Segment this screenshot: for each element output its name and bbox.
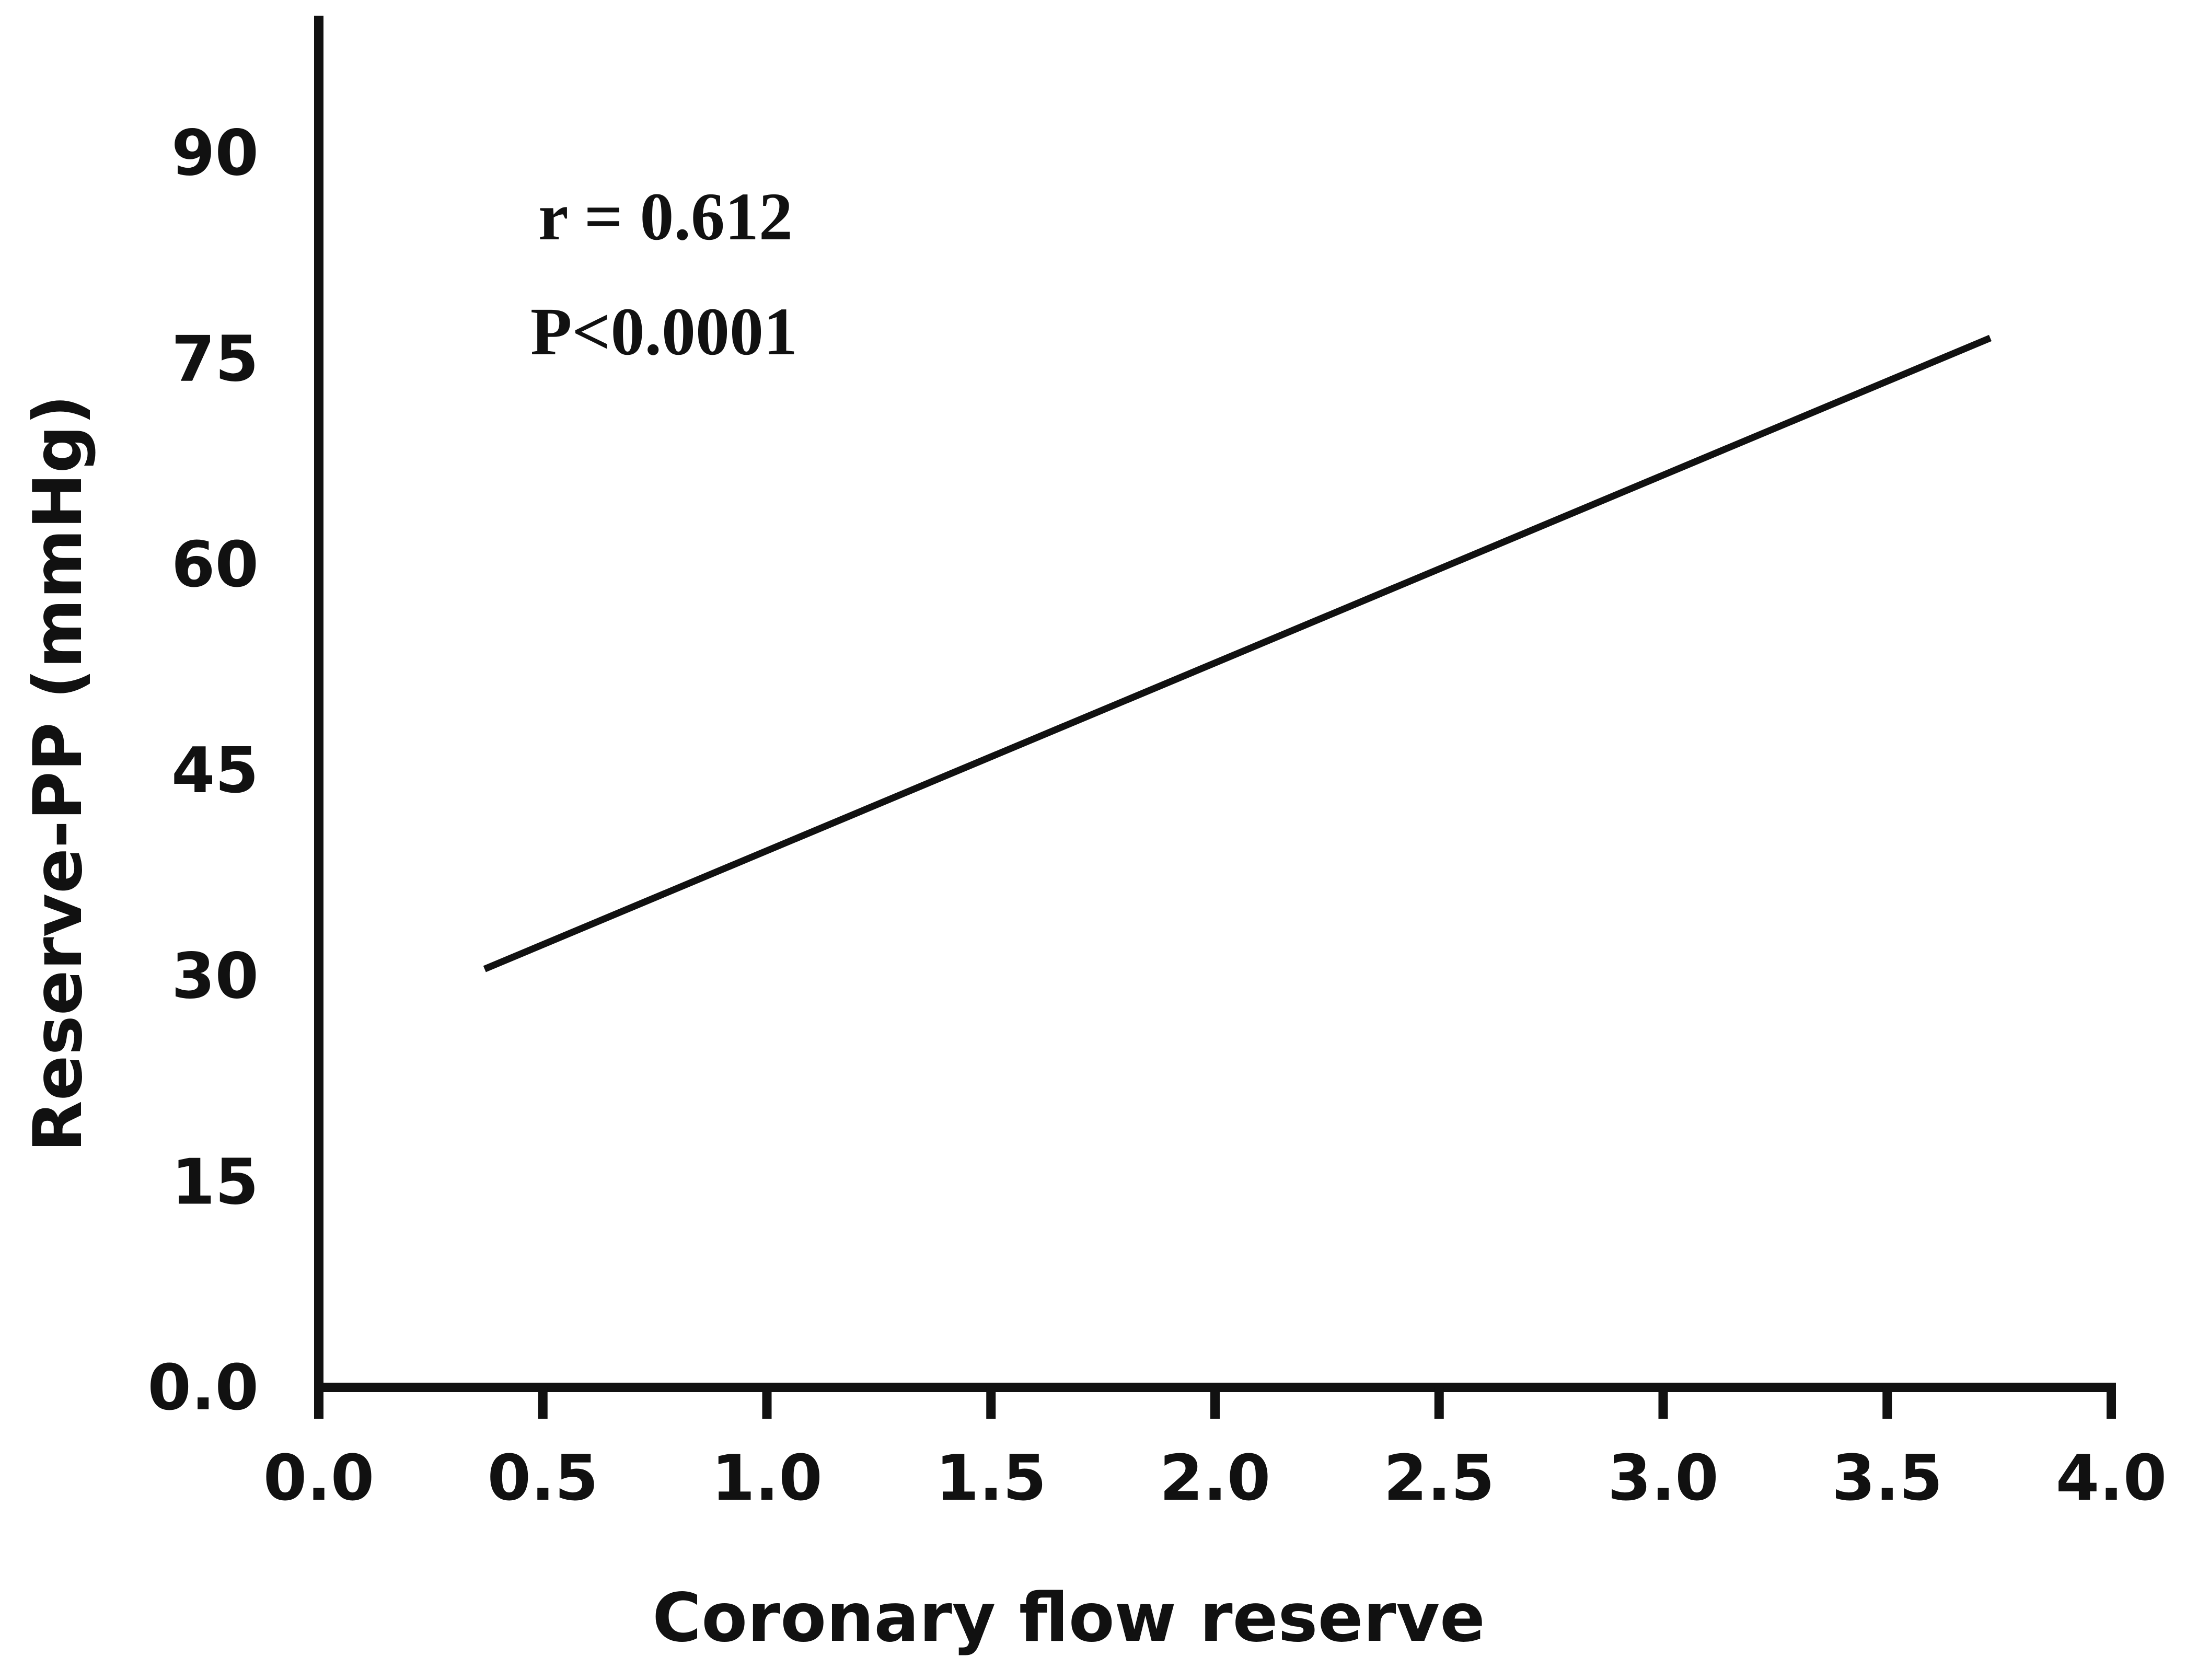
x-tick-label: 0.0	[263, 1442, 375, 1515]
x-tick-label: 3.5	[1832, 1442, 1943, 1515]
y-tick-label: 30	[171, 941, 259, 1013]
x-ticks: 0.0 0.5 1.0 1.5 2.0 2.5 3.0 3.5 4.0	[263, 1387, 2167, 1515]
x-tick-label: 2.5	[1383, 1442, 1495, 1515]
x-tick-label: 2.0	[1160, 1442, 1271, 1515]
annotation-p: P<0.0001	[530, 294, 797, 369]
x-tick-label: 1.5	[935, 1442, 1047, 1515]
x-tick-label: 4.0	[2056, 1442, 2167, 1515]
y-tick-label: 45	[171, 735, 259, 807]
y-ticks: 0.0 15 30 45 60 75 90	[147, 118, 259, 1425]
series	[483, 334, 1992, 972]
x-tick-label: 1.0	[711, 1442, 823, 1515]
x-tick-label: 0.5	[487, 1442, 598, 1515]
x-axis-title: Coronary flow reserve	[652, 1579, 1485, 1657]
y-axis-title: Reserve-PP (mmHg)	[19, 395, 97, 1152]
y-tick-label: 75	[171, 323, 259, 396]
annotation-r: r = 0.612	[538, 179, 793, 254]
y-tick-label: 0.0	[147, 1352, 259, 1424]
y-tick-label: 90	[171, 118, 259, 190]
y-tick-label: 15	[171, 1146, 259, 1219]
y-tick-label: 60	[171, 529, 259, 601]
x-tick-label: 3.0	[1607, 1442, 1719, 1515]
regression-line	[483, 334, 1992, 972]
